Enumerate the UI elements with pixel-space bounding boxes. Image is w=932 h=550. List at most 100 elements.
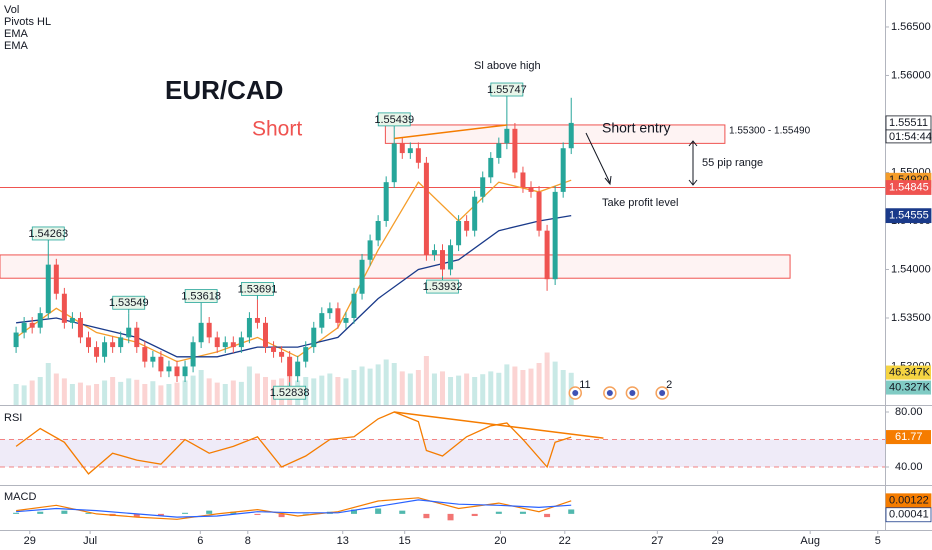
volume-bar xyxy=(351,370,357,405)
candle-body xyxy=(560,148,566,192)
annotation: Sl above high xyxy=(474,60,541,72)
volume-bar xyxy=(391,363,397,405)
volume-bar xyxy=(166,384,172,405)
volume-bar xyxy=(343,378,349,405)
line xyxy=(16,499,572,518)
volume-bar xyxy=(383,359,389,405)
candle-body xyxy=(383,182,389,221)
pivot-box xyxy=(112,295,146,310)
trendline xyxy=(394,124,507,140)
annotation: 55 pip range xyxy=(702,157,763,169)
candle-body xyxy=(488,157,494,178)
candle-body xyxy=(222,342,228,348)
volume-bar xyxy=(399,371,405,405)
rsi-band xyxy=(0,439,885,467)
volume-bar xyxy=(536,363,542,405)
candle-body xyxy=(303,347,309,362)
volume-bar xyxy=(319,375,325,405)
histogram-bar xyxy=(230,511,237,514)
volume-bar xyxy=(37,377,43,405)
candle-body xyxy=(94,347,100,357)
candle-body xyxy=(391,143,397,183)
volume-bar xyxy=(230,380,236,405)
candle-body xyxy=(431,250,437,255)
candle-body xyxy=(375,220,381,241)
candle-body xyxy=(254,317,260,323)
pivot-label: 1.53618 xyxy=(181,290,221,302)
volume-bar xyxy=(512,366,518,405)
pivot-label: 1.55747 xyxy=(487,84,527,96)
histogram-bar xyxy=(302,513,309,515)
volume-bar xyxy=(480,374,486,405)
line xyxy=(15,411,572,475)
volume-bar xyxy=(174,382,180,405)
histogram-bar xyxy=(495,511,502,514)
pivot-box xyxy=(31,226,65,241)
candle-body xyxy=(399,143,405,154)
histogram-bar xyxy=(375,508,382,514)
volume-bar xyxy=(552,361,558,405)
volume-bar xyxy=(415,370,421,405)
histogram-bar xyxy=(447,513,454,521)
x-tick-label: 22 xyxy=(559,535,571,547)
candle-body xyxy=(206,322,212,338)
candle-body xyxy=(528,187,534,192)
pivot-label: 1.55439 xyxy=(374,114,414,126)
candle-body xyxy=(174,366,180,377)
candle-body xyxy=(367,240,373,260)
event-icon-inner xyxy=(629,390,636,396)
countdown: 01:54:44 xyxy=(889,131,932,143)
macd-tag xyxy=(885,507,932,523)
volume-bar xyxy=(440,371,445,405)
pivot-label: 1.53549 xyxy=(109,297,149,309)
candle-body xyxy=(359,259,365,294)
histogram-bar xyxy=(37,511,44,514)
pivot-box xyxy=(241,282,274,296)
price-tag xyxy=(885,180,932,195)
pivot-box xyxy=(273,385,307,400)
candle-body xyxy=(77,317,83,338)
candle-body xyxy=(480,177,486,197)
price-tag-label: 1.55511 xyxy=(889,117,928,129)
candle-body xyxy=(343,317,349,323)
y-tick-label: 40.00 xyxy=(895,461,923,473)
volume-bar xyxy=(29,380,35,405)
volume-bar xyxy=(190,375,196,405)
pivot-label: 1.53932 xyxy=(423,281,463,293)
candle-body xyxy=(263,322,268,348)
candle-body xyxy=(319,313,325,328)
event-icon-inner xyxy=(606,390,613,396)
macd-tag-label: 0.00041 xyxy=(889,509,929,521)
histogram-bar xyxy=(351,509,357,514)
histogram-bar xyxy=(182,512,189,514)
candle-body xyxy=(166,366,172,372)
volume-bar xyxy=(110,377,116,405)
histogram-bar xyxy=(157,513,164,517)
candle-body xyxy=(158,356,164,372)
volume-bar xyxy=(86,385,91,405)
pivot-box xyxy=(377,112,411,127)
plot: 29 Jul 6 8 13 15 20 22 27 29 Aug 5 1.56500 1.56000 1.5… xyxy=(0,21,932,547)
pivot-label: 1.53691 xyxy=(238,283,278,295)
x-tick-label: 8 xyxy=(245,535,251,547)
pane-title: MACD xyxy=(4,491,36,503)
volume-bar xyxy=(464,373,470,405)
candle-body xyxy=(536,191,542,231)
candle-body xyxy=(311,327,317,348)
volume-bar xyxy=(45,363,51,405)
candle-body xyxy=(230,342,236,348)
volume-bar xyxy=(198,370,204,405)
candle-body xyxy=(512,128,518,173)
candle-body xyxy=(496,143,502,158)
candle-body xyxy=(327,308,333,314)
volume-bar xyxy=(311,378,317,405)
volume-bar xyxy=(21,385,27,405)
volume-bar xyxy=(496,372,502,405)
pivot-label: 1.54263 xyxy=(28,228,68,240)
event-count: 2 xyxy=(666,379,672,391)
volume-tag xyxy=(886,380,931,395)
arrow xyxy=(585,132,611,184)
x-tick-label: 5 xyxy=(875,535,881,547)
